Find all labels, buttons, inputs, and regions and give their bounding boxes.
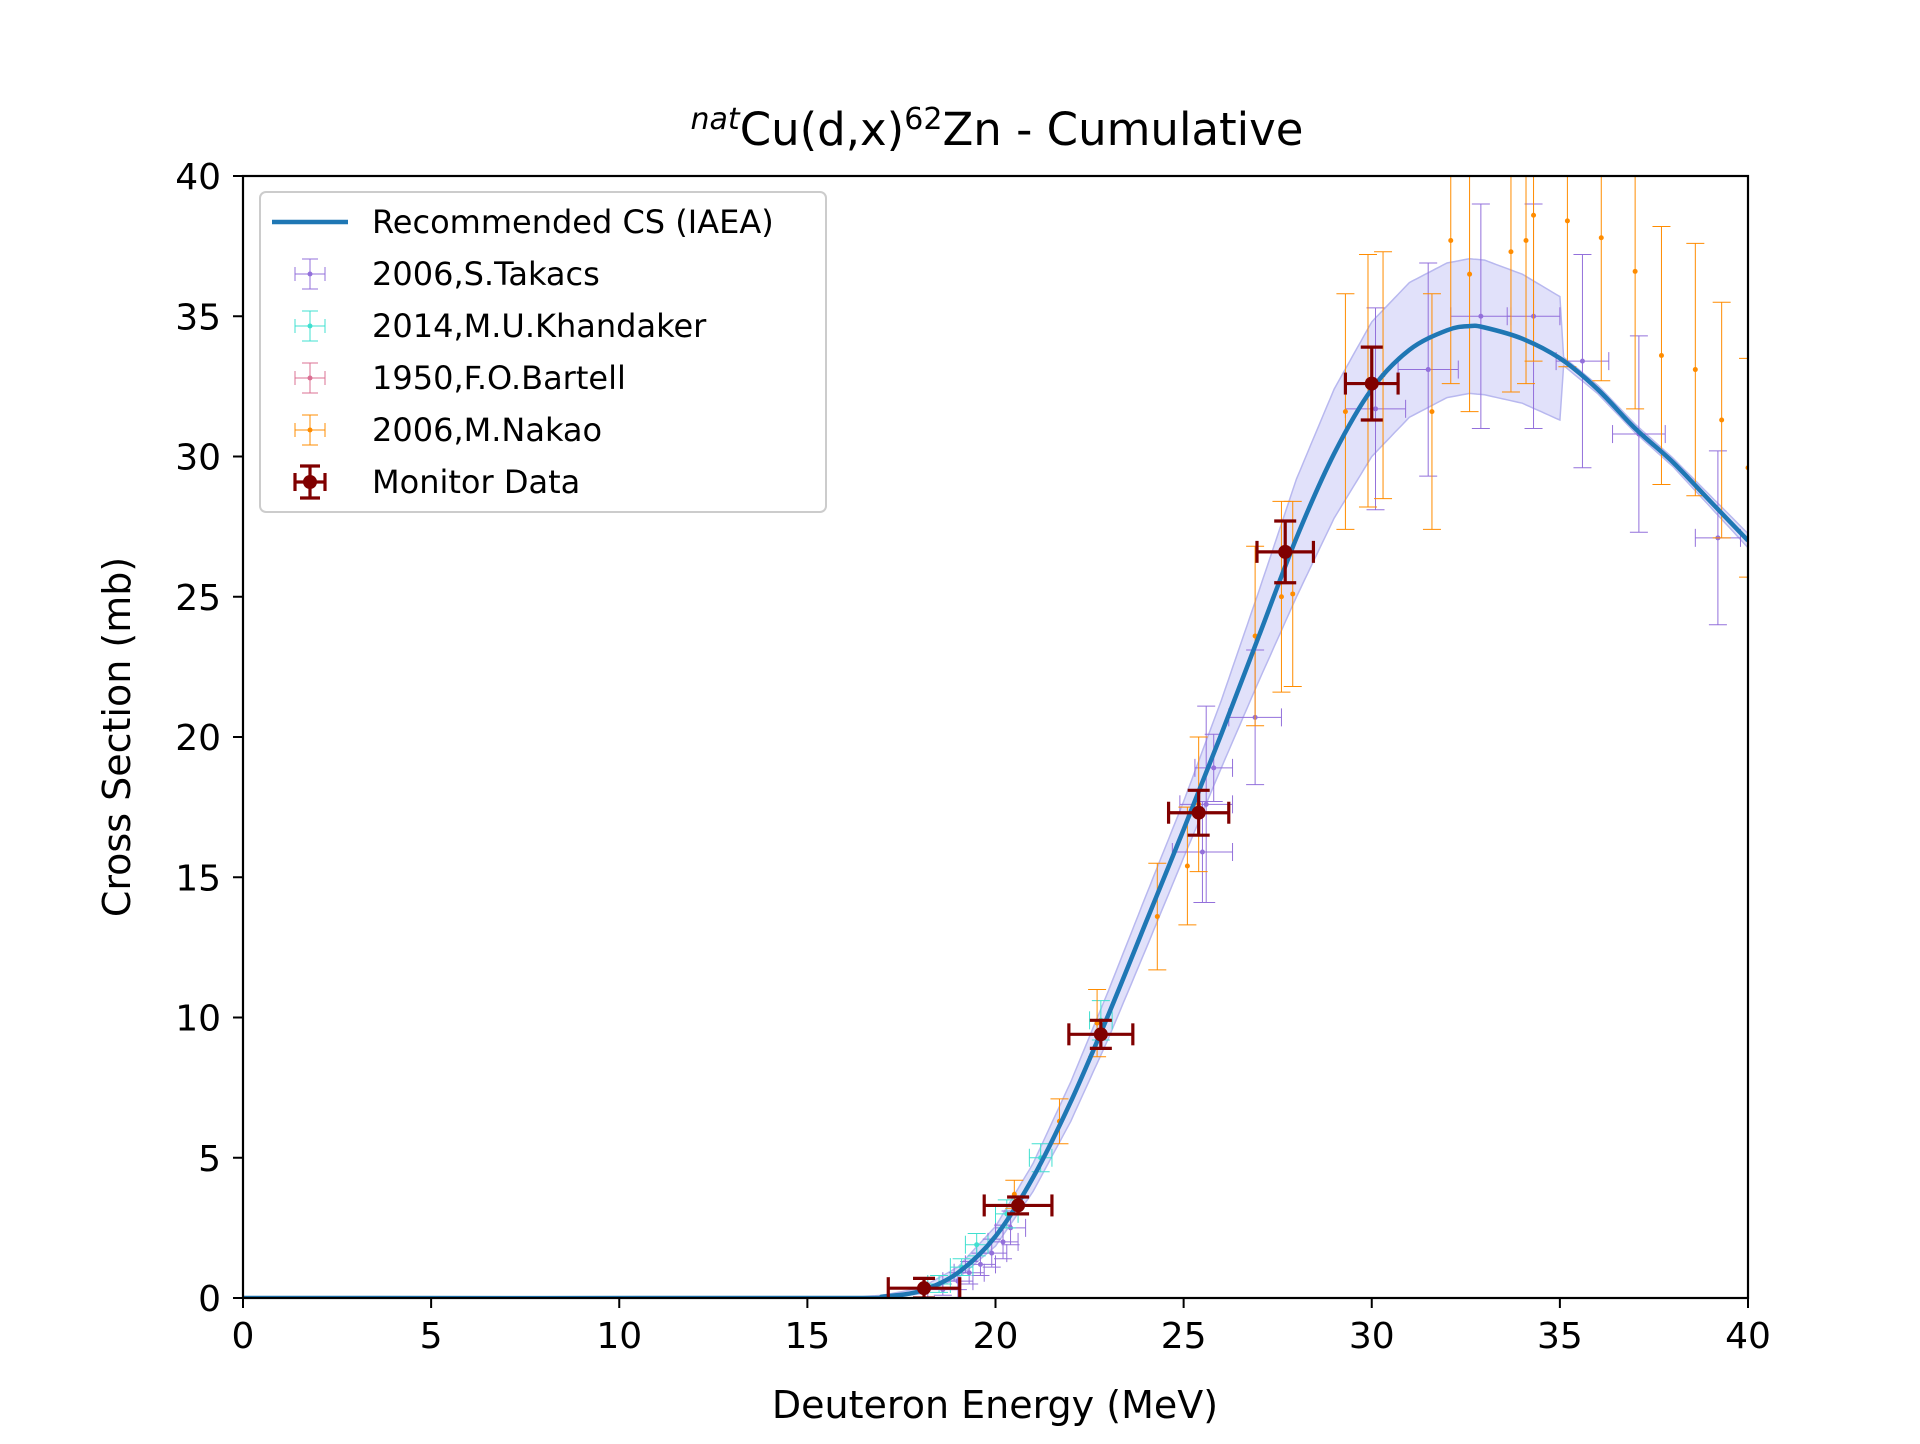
legend-item: Recommended CS (IAEA) [272, 203, 774, 241]
legend: Recommended CS (IAEA) 2006,S.Takacs 2014,M… [259, 191, 827, 513]
legend-label: 2006,M.Nakao [372, 411, 602, 449]
x-axis-label: Deuteron Energy (MeV) [772, 1383, 1218, 1427]
series-2006-m-nakao [1005, 176, 1748, 1209]
y-tick-label: 25 [175, 578, 221, 619]
x-tick-label: 5 [420, 1316, 443, 1357]
data-point [1283, 500, 1302, 688]
legend-box [259, 191, 827, 513]
data-point [1272, 500, 1291, 693]
data-point [1712, 301, 1731, 539]
data-point [1255, 519, 1316, 585]
title-mass-sup: 62 [904, 102, 942, 137]
data-point [1166, 788, 1231, 837]
y-tick-label: 40 [175, 157, 221, 198]
data-point [1626, 176, 1645, 410]
data-point [1686, 242, 1705, 497]
y-tick-label: 35 [175, 297, 221, 338]
data-point [964, 1232, 989, 1257]
recommended-curve [243, 323, 1748, 1298]
title-prefix-sup: nat [691, 102, 741, 137]
data-point [1592, 176, 1611, 382]
curve-layer [243, 323, 1748, 1298]
y-tick-label: 10 [175, 999, 221, 1040]
data-point [1148, 862, 1167, 971]
data-point [1558, 176, 1577, 368]
title-main: Cu(d,x) [740, 103, 905, 156]
x-tick-label: 40 [1725, 1316, 1771, 1357]
legend-label: 2014,M.U.Khandaker [372, 307, 707, 345]
data-point [953, 1261, 985, 1285]
x-axis-ticks: 0 5 10 15 20 25 30 35 40 [232, 1298, 1771, 1357]
data-point [982, 1194, 1054, 1217]
legend-label: Monitor Data [372, 463, 580, 501]
data-point [1422, 293, 1441, 530]
data-points-layer [927, 176, 1748, 1298]
legend-item: 2006,S.Takacs [294, 255, 600, 293]
y-axis-ticks: 0 5 10 15 20 25 30 35 40 [175, 157, 243, 1320]
data-point [1501, 176, 1520, 393]
series-2014-m-u-khandaker [927, 1000, 1113, 1293]
data-point [1067, 1018, 1135, 1050]
data-point [1652, 225, 1671, 486]
y-tick-label: 15 [175, 858, 221, 899]
legend-item: 2014,M.U.Khandaker [294, 307, 707, 345]
legend-label: 1950,F.O.Bartell [372, 359, 626, 397]
data-point [1460, 176, 1479, 413]
data-point [1343, 345, 1400, 422]
y-tick-label: 20 [175, 718, 221, 759]
x-tick-label: 10 [596, 1316, 642, 1357]
data-point [987, 1224, 1019, 1260]
x-tick-label: 20 [973, 1316, 1019, 1357]
x-tick-label: 35 [1537, 1316, 1583, 1357]
data-point [1517, 176, 1536, 385]
data-point [1441, 176, 1460, 385]
y-axis-label: Cross Section (mb) [95, 557, 139, 917]
legend-item: 1950,F.O.Bartell [294, 359, 626, 397]
data-point [1397, 262, 1459, 477]
legend-item: 2006,M.Nakao [294, 411, 602, 449]
monitor-layer [886, 345, 1400, 1298]
x-tick-label: 15 [784, 1316, 830, 1357]
y-tick-label: 5 [198, 1139, 221, 1180]
data-point [1336, 293, 1355, 530]
title-element: Zn [942, 103, 1001, 156]
series-monitor-data [886, 345, 1400, 1298]
data-point [1246, 545, 1265, 727]
y-tick-label: 0 [198, 1279, 221, 1320]
x-tick-label: 30 [1349, 1316, 1395, 1357]
y-tick-label: 30 [175, 438, 221, 479]
legend-label: 2006,S.Takacs [372, 255, 600, 293]
data-point [1179, 705, 1234, 903]
legend-item: Monitor Data [293, 463, 580, 501]
x-tick-label: 0 [232, 1316, 255, 1357]
legend-label: Recommended CS (IAEA) [372, 203, 774, 241]
x-tick-label: 25 [1161, 1316, 1207, 1357]
data-point [886, 1276, 962, 1298]
data-point [1194, 733, 1234, 803]
data-point [1524, 176, 1543, 362]
chart-title: natCu(d,x)62Zn - Cumulative [691, 102, 1304, 156]
title-suffix: - Cumulative [1002, 103, 1304, 156]
